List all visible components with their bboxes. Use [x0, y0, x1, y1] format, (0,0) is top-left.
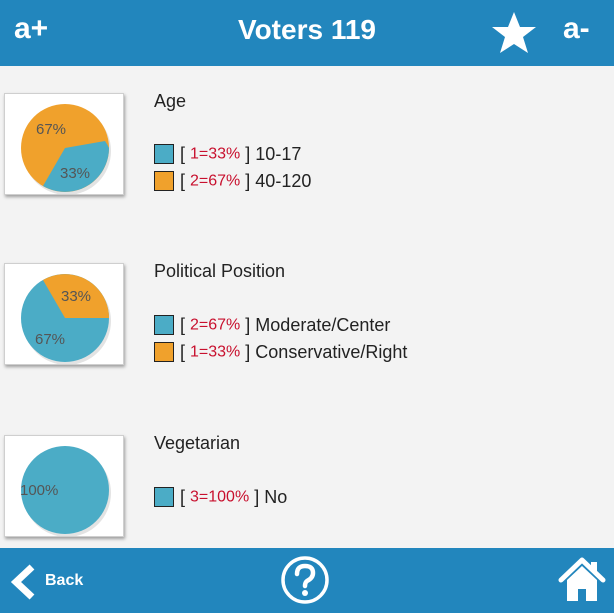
legend-value: 3=100%	[190, 488, 250, 506]
back-button[interactable]: Back	[10, 562, 100, 600]
pie-label: 33%	[60, 165, 90, 182]
star-icon[interactable]	[490, 9, 538, 57]
decrease-font-button[interactable]: a-	[563, 12, 590, 45]
pie-slice-orange	[43, 274, 109, 318]
bottom-bar: Back	[0, 548, 614, 613]
legend-item: [ 2=67% ] Moderate/Center	[154, 314, 390, 338]
question-icon[interactable]	[280, 555, 330, 605]
chevron-left-icon	[10, 564, 35, 600]
political-position-pie-chart: 33% 67%	[4, 263, 124, 365]
legend-label: No	[264, 486, 288, 507]
legend-item: [ 1=33% ] Conservative/Right	[154, 341, 407, 365]
section-title: Vegetarian	[154, 433, 241, 453]
legend-value: 1=33%	[190, 343, 241, 361]
legend-swatch	[154, 171, 174, 192]
pie-slice-blue	[21, 446, 109, 534]
legend-value: 2=67%	[190, 172, 241, 190]
section-title: Political Position	[154, 261, 286, 281]
page-title: Voters 119	[237, 14, 377, 45]
legend-label: Moderate/Center	[255, 314, 391, 335]
pie-label: 33%	[61, 288, 91, 305]
political-position-section: 33% 67% Political Position [ 2=67% ] Mod…	[0, 258, 614, 368]
legend-value: 2=67%	[190, 316, 241, 334]
legend-swatch	[154, 144, 174, 165]
pie-label: 67%	[35, 331, 65, 348]
legend-swatch	[154, 342, 174, 363]
pie-slice-blue	[43, 148, 109, 192]
age-pie-chart: 67% 33%	[4, 93, 124, 195]
legend-label: Conservative/Right	[255, 341, 408, 362]
top-bar: a+ Voters 119 a-	[0, 0, 614, 66]
legend-item: [ 2=67% ] 40-120	[154, 170, 311, 194]
vegetarian-section: 100% Vegetarian [ 3=100% ] No	[0, 430, 614, 540]
age-section: 67% 33% Age [ 1=33% ] 10-17 [ 2=67% ] 40…	[0, 88, 614, 198]
legend-item: [ 3=100% ] No	[154, 486, 287, 510]
legend-item: [ 1=33% ] 10-17	[154, 143, 301, 167]
legend-swatch	[154, 487, 174, 508]
legend-label: 10-17	[255, 143, 302, 164]
legend-value: 1=33%	[190, 145, 241, 163]
pie-label: 67%	[36, 121, 66, 138]
section-title: Age	[154, 91, 187, 111]
home-icon[interactable]	[557, 556, 607, 604]
increase-font-button[interactable]: a+	[14, 12, 49, 45]
vegetarian-pie-chart: 100%	[4, 435, 124, 537]
legend-swatch	[154, 315, 174, 336]
back-label: Back	[45, 572, 84, 589]
pie-label: 100%	[20, 482, 58, 499]
legend-label: 40-120	[255, 170, 312, 191]
